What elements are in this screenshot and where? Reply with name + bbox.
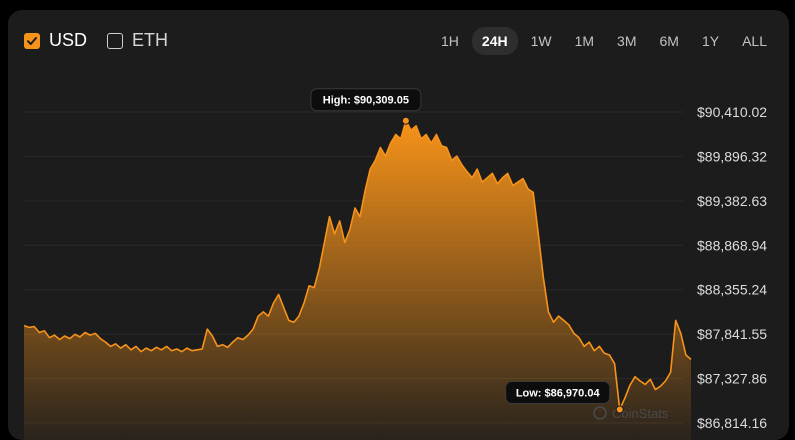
range-button-3m[interactable]: 3M <box>617 33 637 49</box>
range-button-24h[interactable]: 24H <box>471 27 518 55</box>
y-tick-label: $89,382.63 <box>697 193 767 209</box>
eth-toggle[interactable]: ETH <box>107 30 168 51</box>
checkmark-icon <box>27 36 37 45</box>
range-button-1w[interactable]: 1W <box>530 33 552 49</box>
usd-label: USD <box>49 30 88 50</box>
range-button-1m[interactable]: 1M <box>574 33 595 49</box>
high-price-label: High: $90,309.05 <box>323 95 409 107</box>
price-line <box>23 119 692 411</box>
y-tick-label: $88,355.24 <box>697 282 767 298</box>
usd-toggle[interactable]: USD <box>24 30 87 51</box>
coinstats-watermark: CoinStats <box>593 406 669 421</box>
price-area-fill <box>24 120 691 440</box>
range-button-1y[interactable]: 1Y <box>701 33 720 49</box>
currency-toggles: USD ETH <box>24 30 188 51</box>
low-price-label: Low: $86,970.04 <box>516 388 601 400</box>
time-range-selector: 1H 24H 1W 1M 3M 6M 1Y ALL <box>428 27 777 55</box>
high-point-marker[interactable] <box>401 116 410 125</box>
range-button-1h[interactable]: 1H <box>441 33 459 49</box>
price-area-chart[interactable]: CoinStats $90,410.02 $89,896.32 $89,382.63… <box>8 10 789 440</box>
y-tick-label: $88,868.94 <box>697 237 767 253</box>
low-tooltip-box <box>505 381 611 405</box>
high-tooltip-box <box>310 88 422 112</box>
eth-label: ETH <box>132 30 169 50</box>
usd-checkbox[interactable] <box>24 32 40 49</box>
y-tick-label: $87,327.86 <box>697 371 767 387</box>
eth-checkbox[interactable] <box>107 32 124 49</box>
y-tick-label: $89,896.32 <box>697 148 767 164</box>
range-button-all[interactable]: ALL <box>742 33 767 49</box>
y-tick-label: $87,841.55 <box>697 326 767 342</box>
low-point-marker[interactable] <box>615 405 624 414</box>
watermark-text: CoinStats <box>612 406 669 421</box>
coinstats-logo-icon <box>593 406 607 420</box>
y-tick-label: $90,410.02 <box>697 104 767 120</box>
y-tick-label: $86,814.16 <box>697 415 767 431</box>
range-button-6m[interactable]: 6M <box>659 33 679 49</box>
price-chart-card: USD ETH 1H 24H 1W 1M 3M 6M 1Y ALL CoinSt… <box>8 10 789 440</box>
